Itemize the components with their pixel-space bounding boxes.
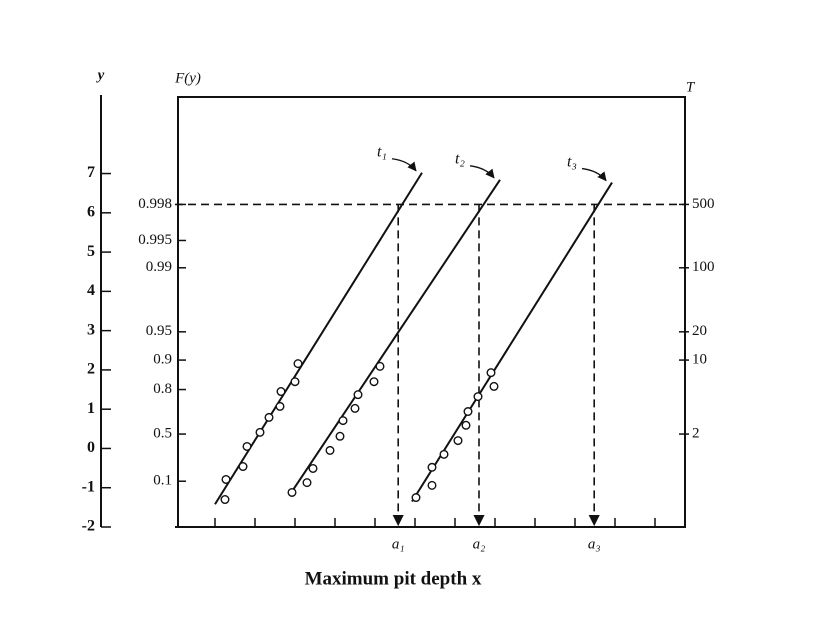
x-marker-label: a₃ — [588, 536, 601, 552]
data-point — [276, 387, 286, 397]
x-axis-title: Maximum pit depth x — [305, 568, 482, 589]
data-point — [325, 445, 335, 455]
x-marker-label: a₂ — [473, 536, 486, 552]
t-tick-label: 10 — [692, 352, 707, 368]
y-tick-label: 0 — [87, 439, 95, 456]
fit-line — [411, 182, 613, 503]
data-point — [338, 416, 348, 426]
f-tick-label: 0.995 — [138, 232, 172, 248]
data-point — [350, 403, 360, 413]
f-tick-label: 0.1 — [153, 473, 172, 489]
label-arrow — [581, 167, 607, 182]
f-tick-label: 0.998 — [138, 196, 172, 212]
f-tick-label: 0.95 — [146, 323, 172, 339]
y-tick-label: 7 — [87, 164, 95, 181]
f-tick-label: 0.5 — [153, 425, 172, 441]
data-point — [287, 487, 297, 497]
data-point — [290, 377, 300, 387]
data-point — [411, 493, 421, 503]
series-label: t₃ — [567, 153, 577, 170]
label-arrow — [391, 158, 417, 172]
y-tick-label: 5 — [87, 243, 95, 260]
data-point — [302, 478, 312, 488]
data-point — [369, 377, 379, 387]
data-point — [335, 431, 345, 441]
data-point — [275, 401, 285, 411]
data-point — [308, 463, 318, 473]
f-tick-label: 0.8 — [153, 381, 172, 397]
fit-line — [289, 179, 501, 495]
data-point — [427, 480, 437, 490]
data-point — [463, 407, 473, 417]
t-axis-title: T — [686, 79, 696, 95]
t-tick-label: 500 — [692, 196, 715, 212]
f-axis-title: F(y) — [174, 70, 201, 86]
y-tick-label: 3 — [87, 321, 95, 338]
series-label: t₁ — [377, 143, 387, 160]
y-axis-title: y — [96, 67, 105, 83]
y-tick-label: 2 — [87, 361, 95, 378]
y-tick-label: 1 — [87, 400, 95, 417]
f-tick-label: 0.99 — [146, 259, 172, 275]
data-point — [473, 392, 483, 402]
y-tick-label: 6 — [87, 203, 95, 220]
t-tick-label: 100 — [692, 259, 715, 275]
data-point — [221, 474, 231, 484]
data-point — [293, 359, 303, 369]
data-point — [255, 427, 265, 437]
series-label: t₂ — [455, 151, 465, 168]
x-marker-label: a₁ — [392, 536, 405, 552]
data-point — [375, 361, 385, 371]
y-tick-label: -2 — [82, 518, 95, 535]
data-point — [238, 462, 248, 472]
data-point — [353, 390, 363, 400]
label-arrow — [469, 165, 495, 179]
data-point — [427, 462, 437, 472]
data-point — [453, 436, 463, 446]
data-point — [461, 420, 471, 430]
data-point — [264, 412, 274, 422]
t-tick-label: 2 — [692, 425, 700, 441]
data-point — [489, 381, 499, 391]
y-tick-label: 4 — [87, 282, 95, 299]
data-point — [486, 368, 496, 378]
y-tick-label: -1 — [82, 478, 95, 495]
data-point — [439, 449, 449, 459]
data-point — [242, 441, 252, 451]
data-point — [220, 495, 230, 505]
t-tick-label: 20 — [692, 323, 707, 339]
f-tick-label: 0.9 — [153, 352, 172, 368]
